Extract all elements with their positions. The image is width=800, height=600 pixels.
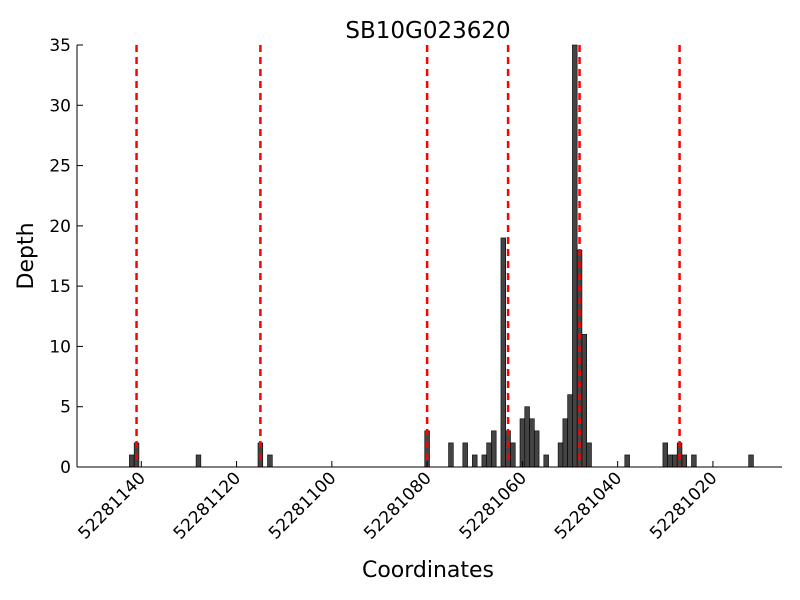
depth-bar <box>567 394 573 468</box>
depth-bar <box>586 442 592 468</box>
y-tick-label: 15 <box>49 277 71 297</box>
depth-bar <box>667 454 673 468</box>
x-tick-label: 52281060 <box>456 468 531 543</box>
y-tick-label: 10 <box>49 337 71 357</box>
depth-bar <box>481 454 487 468</box>
chart-title: SB10G023620 <box>345 18 510 44</box>
depth-bar <box>500 237 507 468</box>
depth-bar <box>129 454 135 468</box>
x-tick-label: 52281040 <box>551 468 626 543</box>
depth-bar <box>581 334 587 468</box>
depth-bar <box>486 442 492 468</box>
depth-bar <box>510 442 516 468</box>
y-tick-label: 25 <box>49 157 71 177</box>
y-tick-label: 35 <box>49 36 71 56</box>
depth-bar <box>562 418 568 468</box>
y-tick-label: 5 <box>60 398 71 418</box>
x-tick-label: 52281100 <box>265 468 340 543</box>
depth-bar <box>543 454 549 468</box>
x-axis-label: Coordinates <box>362 558 494 583</box>
depth-bar <box>624 454 630 468</box>
y-tick-label: 30 <box>49 96 71 116</box>
depth-bar <box>524 406 530 468</box>
y-tick-label: 20 <box>49 217 71 237</box>
depth-bar <box>267 454 273 468</box>
y-tick-label: 0 <box>60 458 71 478</box>
depth-bar <box>681 454 688 468</box>
depth-bar <box>557 442 564 468</box>
axes-layer: 0 5 10 15 20 25 30 35 52281140 52281120 52281100 52… <box>49 36 782 544</box>
marker-lines-layer <box>135 45 681 467</box>
x-tick-label: 52281020 <box>646 468 721 543</box>
depth-bar <box>448 442 454 468</box>
depth-bar <box>505 430 511 468</box>
x-tick-label: 52281120 <box>170 468 245 543</box>
depth-bar <box>691 454 697 468</box>
depth-bar <box>491 430 497 468</box>
depth-bar <box>662 442 668 468</box>
depth-bar <box>519 418 526 468</box>
depth-bar <box>672 454 678 468</box>
depth-bar <box>572 44 578 468</box>
x-tick-label: 52281140 <box>75 468 150 543</box>
depth-bar <box>195 454 202 468</box>
depth-bar <box>533 430 540 468</box>
bars-layer <box>129 44 754 468</box>
depth-bar <box>748 454 754 468</box>
depth-bar <box>462 442 468 468</box>
y-axis-label: Depth <box>14 222 39 289</box>
x-tick-label: 52281080 <box>360 468 435 543</box>
depth-bar <box>472 454 478 468</box>
depth-bar <box>529 418 535 468</box>
